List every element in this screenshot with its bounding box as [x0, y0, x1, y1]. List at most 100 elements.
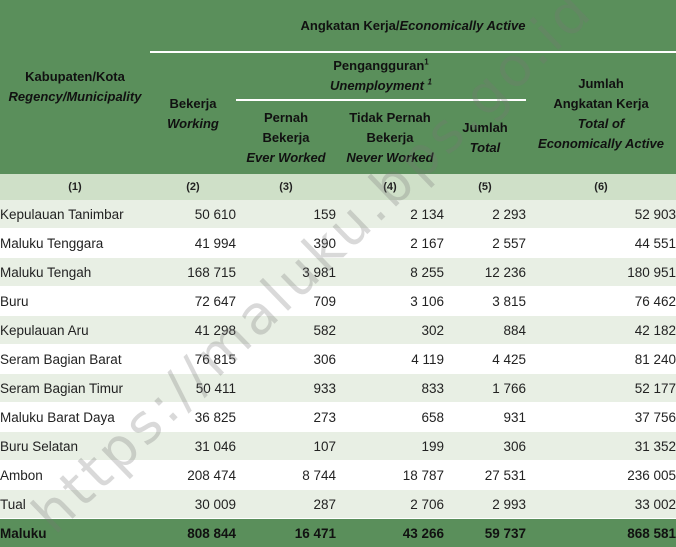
- never-worked-value: 833: [336, 374, 444, 403]
- ever-worked-value: 3 981: [236, 258, 336, 287]
- never-worked-value: 3 106: [336, 287, 444, 316]
- header-total-labor: Jumlah Angkatan Kerja Total of Economica…: [526, 52, 676, 174]
- header-never-id-1: Tidak Pernah: [349, 110, 430, 125]
- table-row: Maluku Tengah 168 715 3 981 8 255 12 236…: [0, 258, 676, 287]
- table-row: Tual 30 009 287 2 706 2 993 33 002: [0, 490, 676, 519]
- table-row: Seram Bagian Barat 76 815 306 4 119 4 42…: [0, 345, 676, 374]
- column-number: (3): [236, 174, 336, 200]
- header-working: Bekerja Working: [150, 52, 236, 174]
- header-labor-force: Angkatan Kerja/Economically Active: [150, 0, 676, 52]
- working-value: 168 715: [150, 258, 236, 287]
- working-value: 41 298: [150, 316, 236, 345]
- table-row: Maluku Tenggara 41 994 390 2 167 2 557 4…: [0, 229, 676, 258]
- header-unemp-en: Unemployment: [330, 78, 424, 93]
- ever-worked-value: 709: [236, 287, 336, 316]
- labor-force-total-value: 81 240: [526, 345, 676, 374]
- working-value: 50 411: [150, 374, 236, 403]
- labor-force-total-value: 52 903: [526, 200, 676, 229]
- header-never-id-2: Bekerja: [367, 130, 414, 145]
- never-worked-value: 8 255: [336, 258, 444, 287]
- header-labor-id: Angkatan Kerja/: [301, 18, 400, 33]
- never-worked-value: 4 119: [336, 345, 444, 374]
- never-worked-value: 2 134: [336, 200, 444, 229]
- header-region-en: Regency/Municipality: [9, 89, 142, 104]
- table-row: Seram Bagian Timur 50 411 933 833 1 766 …: [0, 374, 676, 403]
- labor-force-total-value: 37 756: [526, 403, 676, 432]
- header-ever-id-2: Bekerja: [263, 130, 310, 145]
- never-worked-value: 199: [336, 432, 444, 461]
- ever-worked-value: 582: [236, 316, 336, 345]
- total-labor-force-value: 868 581: [526, 519, 676, 547]
- header-ever-en: Ever Worked: [246, 150, 325, 165]
- never-worked-value: 658: [336, 403, 444, 432]
- header-region: Kabupaten/Kota Regency/Municipality: [0, 0, 150, 174]
- ever-worked-value: 159: [236, 200, 336, 229]
- unemployment-total-value: 2 293: [444, 200, 526, 229]
- unemployment-total-value: 3 815: [444, 287, 526, 316]
- unemployment-total-value: 2 993: [444, 490, 526, 519]
- column-number-row: (1) (2) (3) (4) (5) (6): [0, 174, 676, 200]
- total-working-value: 808 844: [150, 519, 236, 547]
- header-unemp-total: Jumlah Total: [444, 100, 526, 174]
- region-name: Maluku Tengah: [0, 258, 150, 287]
- table-row: Maluku Barat Daya 36 825 273 658 931 37 …: [0, 403, 676, 432]
- column-number: (6): [526, 174, 676, 200]
- working-value: 36 825: [150, 403, 236, 432]
- working-value: 72 647: [150, 287, 236, 316]
- unemployment-total-value: 306: [444, 432, 526, 461]
- unemployment-total-value: 1 766: [444, 374, 526, 403]
- table-body: Kepulauan Tanimbar 50 610 159 2 134 2 29…: [0, 200, 676, 547]
- region-name: Tual: [0, 490, 150, 519]
- header-total-en-2: Economically Active: [538, 136, 664, 151]
- ever-worked-value: 8 744: [236, 461, 336, 490]
- column-number: (1): [0, 174, 150, 200]
- working-value: 208 474: [150, 461, 236, 490]
- column-number: (2): [150, 174, 236, 200]
- working-value: 30 009: [150, 490, 236, 519]
- ever-worked-value: 107: [236, 432, 336, 461]
- region-name: Buru Selatan: [0, 432, 150, 461]
- total-never-worked-value: 43 266: [336, 519, 444, 547]
- header-total-en-1: Total of: [578, 116, 624, 131]
- header-unemp-id: Pengangguran: [333, 58, 424, 73]
- region-name: Kepulauan Tanimbar: [0, 200, 150, 229]
- column-number: (4): [336, 174, 444, 200]
- never-worked-value: 18 787: [336, 461, 444, 490]
- labor-force-total-value: 42 182: [526, 316, 676, 345]
- working-value: 76 815: [150, 345, 236, 374]
- unemployment-total-value: 4 425: [444, 345, 526, 374]
- labor-force-total-value: 31 352: [526, 432, 676, 461]
- header-region-id: Kabupaten/Kota: [25, 69, 125, 84]
- labor-force-total-value: 52 177: [526, 374, 676, 403]
- region-name: Seram Bagian Timur: [0, 374, 150, 403]
- working-value: 41 994: [150, 229, 236, 258]
- header-never-en: Never Worked: [346, 150, 433, 165]
- working-value: 50 610: [150, 200, 236, 229]
- never-worked-value: 2 167: [336, 229, 444, 258]
- ever-worked-value: 273: [236, 403, 336, 432]
- header-utotal-en: Total: [470, 140, 501, 155]
- ever-worked-value: 287: [236, 490, 336, 519]
- unemployment-total-value: 27 531: [444, 461, 526, 490]
- header-unemployment: Pengangguran1 Unemployment 1: [236, 52, 526, 100]
- region-name: Maluku Barat Daya: [0, 403, 150, 432]
- table-row: Kepulauan Aru 41 298 582 302 884 42 182: [0, 316, 676, 345]
- total-region-name: Maluku: [0, 519, 150, 547]
- column-number: (5): [444, 174, 526, 200]
- ever-worked-value: 306: [236, 345, 336, 374]
- labor-force-total-value: 44 551: [526, 229, 676, 258]
- total-row: Maluku 808 844 16 471 43 266 59 737 868 …: [0, 519, 676, 547]
- region-name: Seram Bagian Barat: [0, 345, 150, 374]
- header-unemp-sup: 1: [424, 58, 428, 67]
- table-header: Kabupaten/Kota Regency/Municipality Angk…: [0, 0, 676, 200]
- labor-force-total-value: 180 951: [526, 258, 676, 287]
- header-labor-en: Economically Active: [400, 18, 526, 33]
- labor-force-total-value: 76 462: [526, 287, 676, 316]
- header-working-id: Bekerja: [170, 96, 217, 111]
- unemployment-total-value: 12 236: [444, 258, 526, 287]
- table-row: Buru 72 647 709 3 106 3 815 76 462: [0, 287, 676, 316]
- labor-force-total-value: 236 005: [526, 461, 676, 490]
- total-unemployment-value: 59 737: [444, 519, 526, 547]
- working-value: 31 046: [150, 432, 236, 461]
- table-row: Buru Selatan 31 046 107 199 306 31 352: [0, 432, 676, 461]
